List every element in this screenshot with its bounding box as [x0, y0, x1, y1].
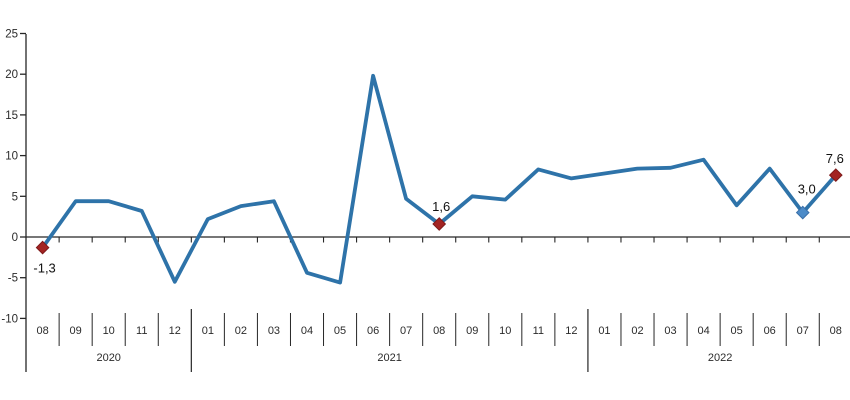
x-tick-label: 05 — [731, 325, 743, 337]
x-tick-label: 01 — [598, 325, 610, 337]
y-axis-tick-label: 10 — [5, 151, 18, 163]
x-tick-label: 08 — [830, 325, 842, 337]
data-point-marker — [432, 217, 447, 231]
x-tick-label: 01 — [202, 325, 214, 337]
y-axis-tick-label: 20 — [5, 69, 18, 81]
x-tick-label: 04 — [697, 325, 709, 337]
x-tick-label: 07 — [400, 325, 412, 337]
x-tick-label: 08 — [36, 325, 48, 337]
x-tick-label: 06 — [367, 325, 379, 337]
data-point-label: 1,6 — [432, 199, 450, 214]
y-axis-tick-label: 5 — [12, 191, 18, 203]
y-axis-tick-label: 15 — [5, 110, 18, 122]
x-tick-label: 02 — [631, 325, 643, 337]
x-tick-label: 11 — [533, 325, 544, 337]
year-label: 2021 — [377, 352, 401, 364]
x-tick-label: 10 — [499, 325, 511, 337]
x-tick-label: 10 — [103, 325, 115, 337]
x-tick-label: 03 — [268, 325, 280, 337]
data-line — [40, 73, 838, 285]
year-label: 2020 — [96, 352, 120, 364]
x-tick-label: 05 — [334, 325, 346, 337]
y-axis-tick-label: -5 — [8, 273, 18, 285]
data-point-label: 7,6 — [826, 151, 844, 166]
data-point-label: 3,0 — [798, 182, 816, 197]
y-axis-tick-label: -10 — [1, 313, 18, 325]
x-tick-label: 04 — [301, 325, 313, 337]
data-point-marker — [35, 240, 50, 255]
data-point-marker — [828, 168, 843, 183]
x-tick-label: 06 — [764, 325, 776, 337]
x-tick-label: 09 — [70, 325, 82, 337]
x-tick-label: 09 — [466, 325, 478, 337]
x-tick-label: 08 — [433, 325, 445, 337]
x-tick-label: 02 — [235, 325, 247, 337]
data-point-label: -1,3 — [33, 261, 55, 276]
data-point-marker — [795, 205, 810, 220]
x-tick-label: 12 — [565, 325, 577, 337]
y-axis-tick-label: 25 — [5, 29, 18, 41]
x-tick-label: 03 — [664, 325, 676, 337]
x-tick-label: 11 — [136, 325, 147, 337]
y-axis-tick-label: 0 — [12, 232, 18, 244]
year-label: 2022 — [708, 352, 732, 364]
x-tick-label: 12 — [169, 325, 181, 337]
x-tick-label: 07 — [797, 325, 809, 337]
